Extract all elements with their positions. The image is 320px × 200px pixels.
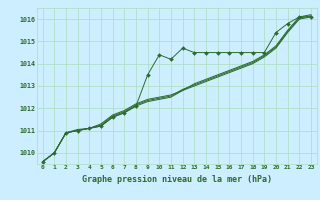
X-axis label: Graphe pression niveau de la mer (hPa): Graphe pression niveau de la mer (hPa) <box>82 175 272 184</box>
